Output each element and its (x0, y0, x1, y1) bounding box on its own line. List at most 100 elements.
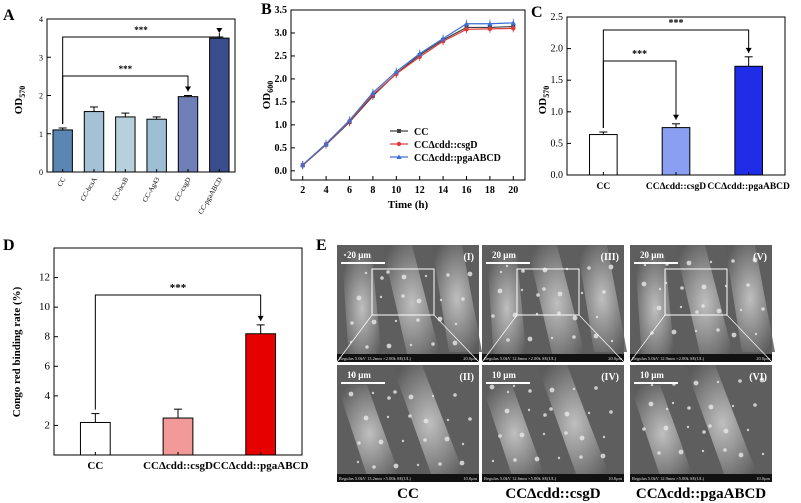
sem-particle (542, 287, 546, 291)
y-tick-label: 3 (39, 53, 43, 62)
x-axis-label: Time (h) (388, 199, 429, 211)
sem-particle (549, 407, 553, 411)
bar (83, 111, 105, 173)
legend-label: CCΔcdd::pgaABCD (414, 153, 501, 164)
sem-particle (709, 260, 713, 264)
significance-label: *** (669, 18, 684, 29)
sem-particle (657, 451, 661, 455)
sem-particle (505, 264, 509, 268)
bar (734, 65, 763, 176)
y-tick-label: 2 (45, 419, 51, 431)
sem-particle (498, 434, 502, 438)
sem-particle (678, 449, 684, 455)
y-axis-label-a: OD570 (13, 86, 27, 115)
marker-circle (511, 26, 516, 31)
y-axis-label-a-text: OD570 (13, 86, 27, 115)
sem-image: Regulus 5.0kV 13.2mm ×5.00k SE(UL) 10.0μm… (337, 365, 479, 482)
y-tick-label: 1.5 (551, 75, 564, 86)
panel-letter-d: D (3, 237, 15, 254)
sem-particle (587, 266, 591, 270)
x-tick-label-group: CC-bcsB (110, 176, 130, 203)
sem-particle (350, 373, 354, 377)
y-axis-label-d: Congo red binding rate (%) (11, 286, 23, 417)
series-path (302, 27, 514, 166)
bar (661, 127, 691, 176)
y-axis-label-b: OD600 (261, 81, 275, 110)
sem-particle (716, 380, 720, 384)
sem-fiber (537, 365, 612, 482)
sem-particle (579, 455, 583, 459)
sem-particle (497, 288, 503, 294)
bar (209, 37, 230, 173)
sem-particle (671, 329, 677, 335)
sem-column-label: CCΔcdd::csgD (505, 486, 600, 502)
sem-fiber (725, 245, 775, 352)
y-axis-label-b-text: OD600 (261, 81, 275, 110)
sem-particle (550, 336, 554, 340)
sem-particle (746, 283, 750, 287)
sem-image: Regulus 5.0kV 12.6mm ×2.00k SE(UL) 20.0μm… (481, 245, 627, 363)
plot-frame (290, 9, 526, 181)
marker-square (397, 129, 401, 133)
sem-particle (489, 384, 495, 390)
x-tick-label: CC (596, 182, 610, 192)
sem-fiber (577, 245, 627, 352)
sem-fiber (630, 385, 695, 482)
significance-label: *** (170, 282, 187, 294)
y-tick-label: 0.0 (551, 170, 564, 181)
panel-letter-e: E (316, 237, 327, 254)
y-axis-label-c: OD570 (537, 86, 551, 115)
bar (177, 96, 199, 173)
x-tick-label: 4 (324, 185, 329, 196)
y-tick-label: 2.5 (551, 12, 564, 23)
sem-roman-label: (II) (460, 372, 474, 383)
sem-particle (393, 390, 397, 394)
sem-particle (416, 463, 420, 467)
sem-particle (363, 415, 369, 421)
sem-particle (695, 310, 699, 314)
y-tick-label: 0.5 (551, 138, 564, 149)
sem-particle (716, 328, 720, 332)
sem-particle (527, 336, 533, 342)
y-tick-label: 2.5 (275, 51, 288, 62)
significance-bracket (602, 29, 750, 129)
y-axis-label-a-sub: 570 (18, 86, 27, 98)
sem-info-text: Regulus 5.0kV 12.9mm ×2.00k SE(UL) (632, 356, 705, 361)
significance-bracket (602, 60, 677, 129)
sem-particle (542, 432, 546, 436)
sem-fiber (392, 365, 467, 482)
sem-particle (453, 393, 457, 397)
sem-particle (687, 406, 691, 410)
scale-bar-label: 20 μm (347, 250, 371, 260)
panel-letter-c: C (531, 4, 543, 21)
sem-info-scale: 20.0μm (608, 356, 622, 361)
sem-particle (521, 269, 525, 273)
sem-particle (602, 290, 606, 294)
y-axis-label-c-sub: 570 (542, 86, 551, 98)
y-tick-label: 4 (45, 390, 51, 402)
x-tick-label: CC-bcsA (79, 176, 99, 203)
y-tick-label: 2 (39, 92, 43, 101)
sem-particle (731, 259, 735, 263)
sem-particle (491, 314, 495, 318)
sem-image: Regulus 5.0kV 12.9mm ×5.00k SE(UL) 10.0μm… (630, 365, 772, 482)
bar (52, 129, 73, 173)
sem-particle (557, 291, 563, 297)
sem-particle (701, 449, 705, 453)
plot-frame (46, 18, 236, 173)
bar (162, 417, 194, 456)
x-tick-label-group: CC-csgD (173, 176, 193, 203)
sem-particle (702, 430, 706, 434)
sem-particle (409, 343, 413, 347)
sem-particle (572, 387, 576, 391)
sem-fiber (527, 245, 587, 362)
sem-particle (665, 407, 669, 411)
chart-panel-b: 2 4 6 8 10 12 14 16 18 20 0.0 0.5 1.0 1.5 2.0 2.5 3.0 3.5… (261, 5, 526, 211)
sem-info-scale: 10.0μm (756, 476, 770, 481)
scale-bar-label: 20 μm (492, 250, 516, 260)
sem-particle (752, 257, 758, 263)
y-axis-label-a-main: OD (13, 98, 25, 115)
x-tick-label: 18 (485, 185, 495, 196)
y-tick-label: 0 (39, 168, 43, 177)
significance-label: *** (119, 64, 133, 74)
